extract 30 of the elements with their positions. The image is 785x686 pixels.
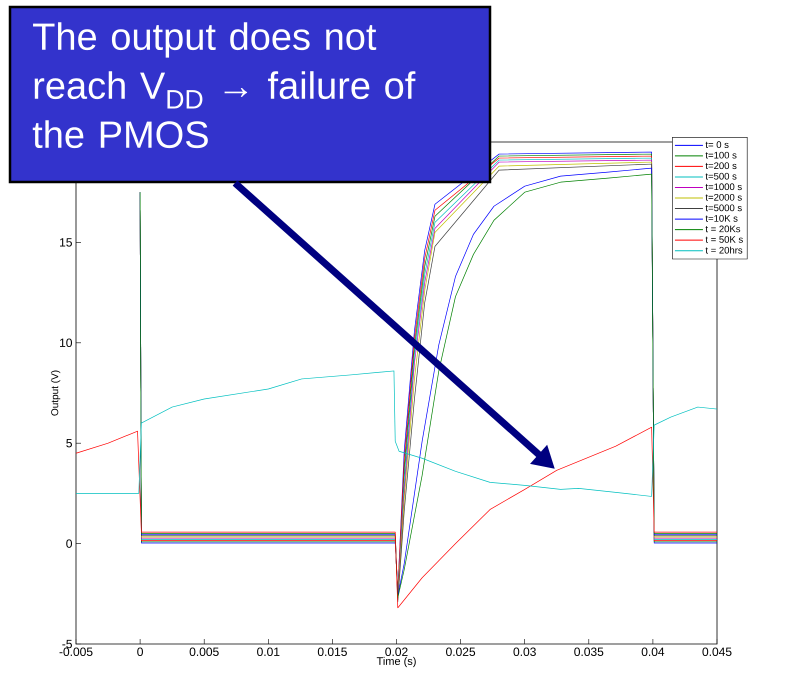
y-tick-label: 5 [66, 439, 72, 448]
x-tick-label: 0.04 [642, 648, 664, 656]
legend-label: t = 50K s [706, 236, 743, 243]
x-tick-label: 0.025 [446, 648, 476, 656]
legend-label: t=10K s [706, 215, 738, 222]
legend-label: t=1000 s [706, 183, 742, 190]
y-tick-label: 10 [60, 338, 72, 348]
legend-label: t=200 s [706, 162, 736, 170]
x-tick-label: 0.01 [257, 648, 280, 656]
legend-label: t= 0 s [706, 141, 729, 148]
y-axis-title: Output (V) [50, 370, 60, 416]
x-tick-label: 0.03 [513, 648, 536, 656]
x-tick-label: 0.02 [385, 648, 408, 656]
legend-label: t=2000 s [706, 194, 742, 201]
y-tick-label: 0 [66, 539, 72, 548]
x-tick-label: 0 [137, 648, 143, 656]
y-tick-label: 15 [60, 238, 72, 247]
x-tick-label: 0.005 [190, 648, 219, 656]
legend-label: t = 20hrs [706, 246, 742, 254]
legend-label: t=5000 s [706, 204, 742, 212]
x-tick-label: 0.035 [574, 648, 604, 656]
x-axis-title: Time (s) [376, 656, 416, 668]
x-tick-label: 0.015 [318, 648, 347, 656]
annotation: The output does not reach V$_{DD}$ → failure of the PMOS [32, 22, 416, 148]
x-tick-label: -0.005 [60, 648, 92, 656]
legend-label: t=100 s [706, 152, 736, 159]
y-tick-label: -5 [62, 640, 72, 648]
legend-label: t = 20Ks [706, 226, 740, 232]
x-tick-label: 0.045 [702, 648, 732, 656]
legend-label: t=500 s [706, 172, 736, 180]
